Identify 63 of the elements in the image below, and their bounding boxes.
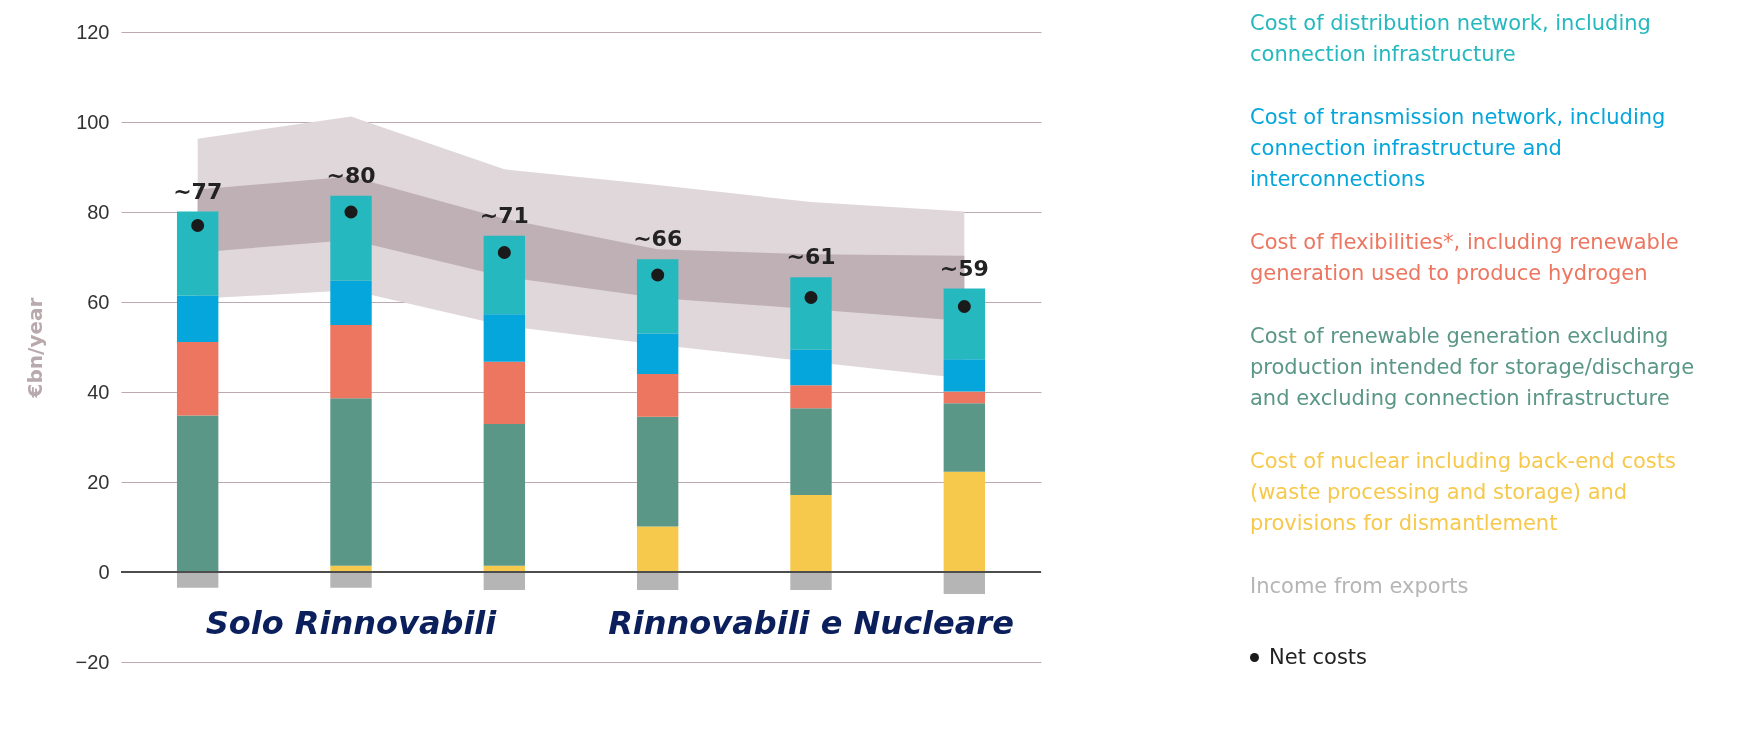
bar (636, 374, 679, 417)
bar (943, 471, 986, 572)
bar (636, 333, 679, 374)
bar (330, 280, 372, 325)
bar (943, 359, 986, 392)
bar (176, 415, 219, 572)
bar (176, 211, 219, 296)
text: Income from exports (1250, 573, 1470, 600)
annotation: Rinnovabili e Nucleare (608, 604, 1014, 642)
point (497, 245, 511, 260)
bar (790, 495, 832, 572)
text: Cost of renewable generation excluding production intended for storage/discharge and excluding connection infrastructure (1250, 323, 1696, 412)
bar (483, 423, 526, 566)
bar (790, 277, 832, 350)
text: Cost of distribution network, including connection infrastructure (1250, 10, 1652, 68)
bar (483, 572, 526, 590)
bar (636, 526, 679, 572)
y-tick-label: 40 (87, 380, 110, 403)
point (957, 299, 971, 314)
bar (943, 403, 986, 472)
bar (943, 391, 986, 404)
bar (176, 572, 219, 588)
data-label: ~59 (939, 255, 989, 281)
y-tick-label: 120 (76, 20, 110, 43)
text: Cost of nuclear including back-end costs (waste processing and storage) and provisions for dismantlement (1250, 448, 1677, 537)
bar (330, 324, 372, 399)
bar (943, 572, 986, 595)
bar (176, 342, 219, 416)
y-tick-label: 60 (87, 290, 110, 313)
data-label: ~77 (173, 178, 223, 204)
y-tick-label: 100 (76, 110, 110, 133)
bar (636, 416, 679, 527)
bar (790, 349, 832, 386)
data-label: ~66 (633, 226, 683, 252)
bar (790, 408, 832, 496)
data-label: ~71 (479, 202, 529, 228)
legend-label: Net costs (1269, 644, 1368, 671)
point (344, 205, 358, 219)
point (804, 290, 818, 305)
y-tick-label: 0 (98, 560, 110, 583)
data-label: ~61 (786, 244, 836, 270)
bar (636, 572, 679, 590)
point (191, 218, 205, 233)
bar (330, 195, 372, 281)
bar (330, 398, 372, 566)
point (651, 268, 665, 282)
bar (943, 288, 986, 360)
y-axis-title: €bn/year (22, 297, 47, 399)
bar (483, 235, 526, 315)
bar (790, 385, 832, 409)
bar (176, 295, 219, 343)
bar (483, 314, 526, 362)
text: Cost of flexibilities*, including renewable generation used to produce hydrogen (1250, 229, 1680, 287)
data-label: ~80 (326, 162, 376, 188)
bar (636, 259, 679, 334)
bar (330, 572, 372, 588)
bar (483, 361, 526, 424)
y-tick-label: −20 (75, 650, 110, 673)
annotation: Solo Rinnovabili (205, 604, 498, 642)
bar (790, 572, 832, 590)
text: Cost of transmission network, including connection infrastructure and interconnections (1250, 104, 1667, 193)
y-tick-label: 80 (87, 200, 110, 223)
y-tick-label: 20 (87, 470, 110, 493)
